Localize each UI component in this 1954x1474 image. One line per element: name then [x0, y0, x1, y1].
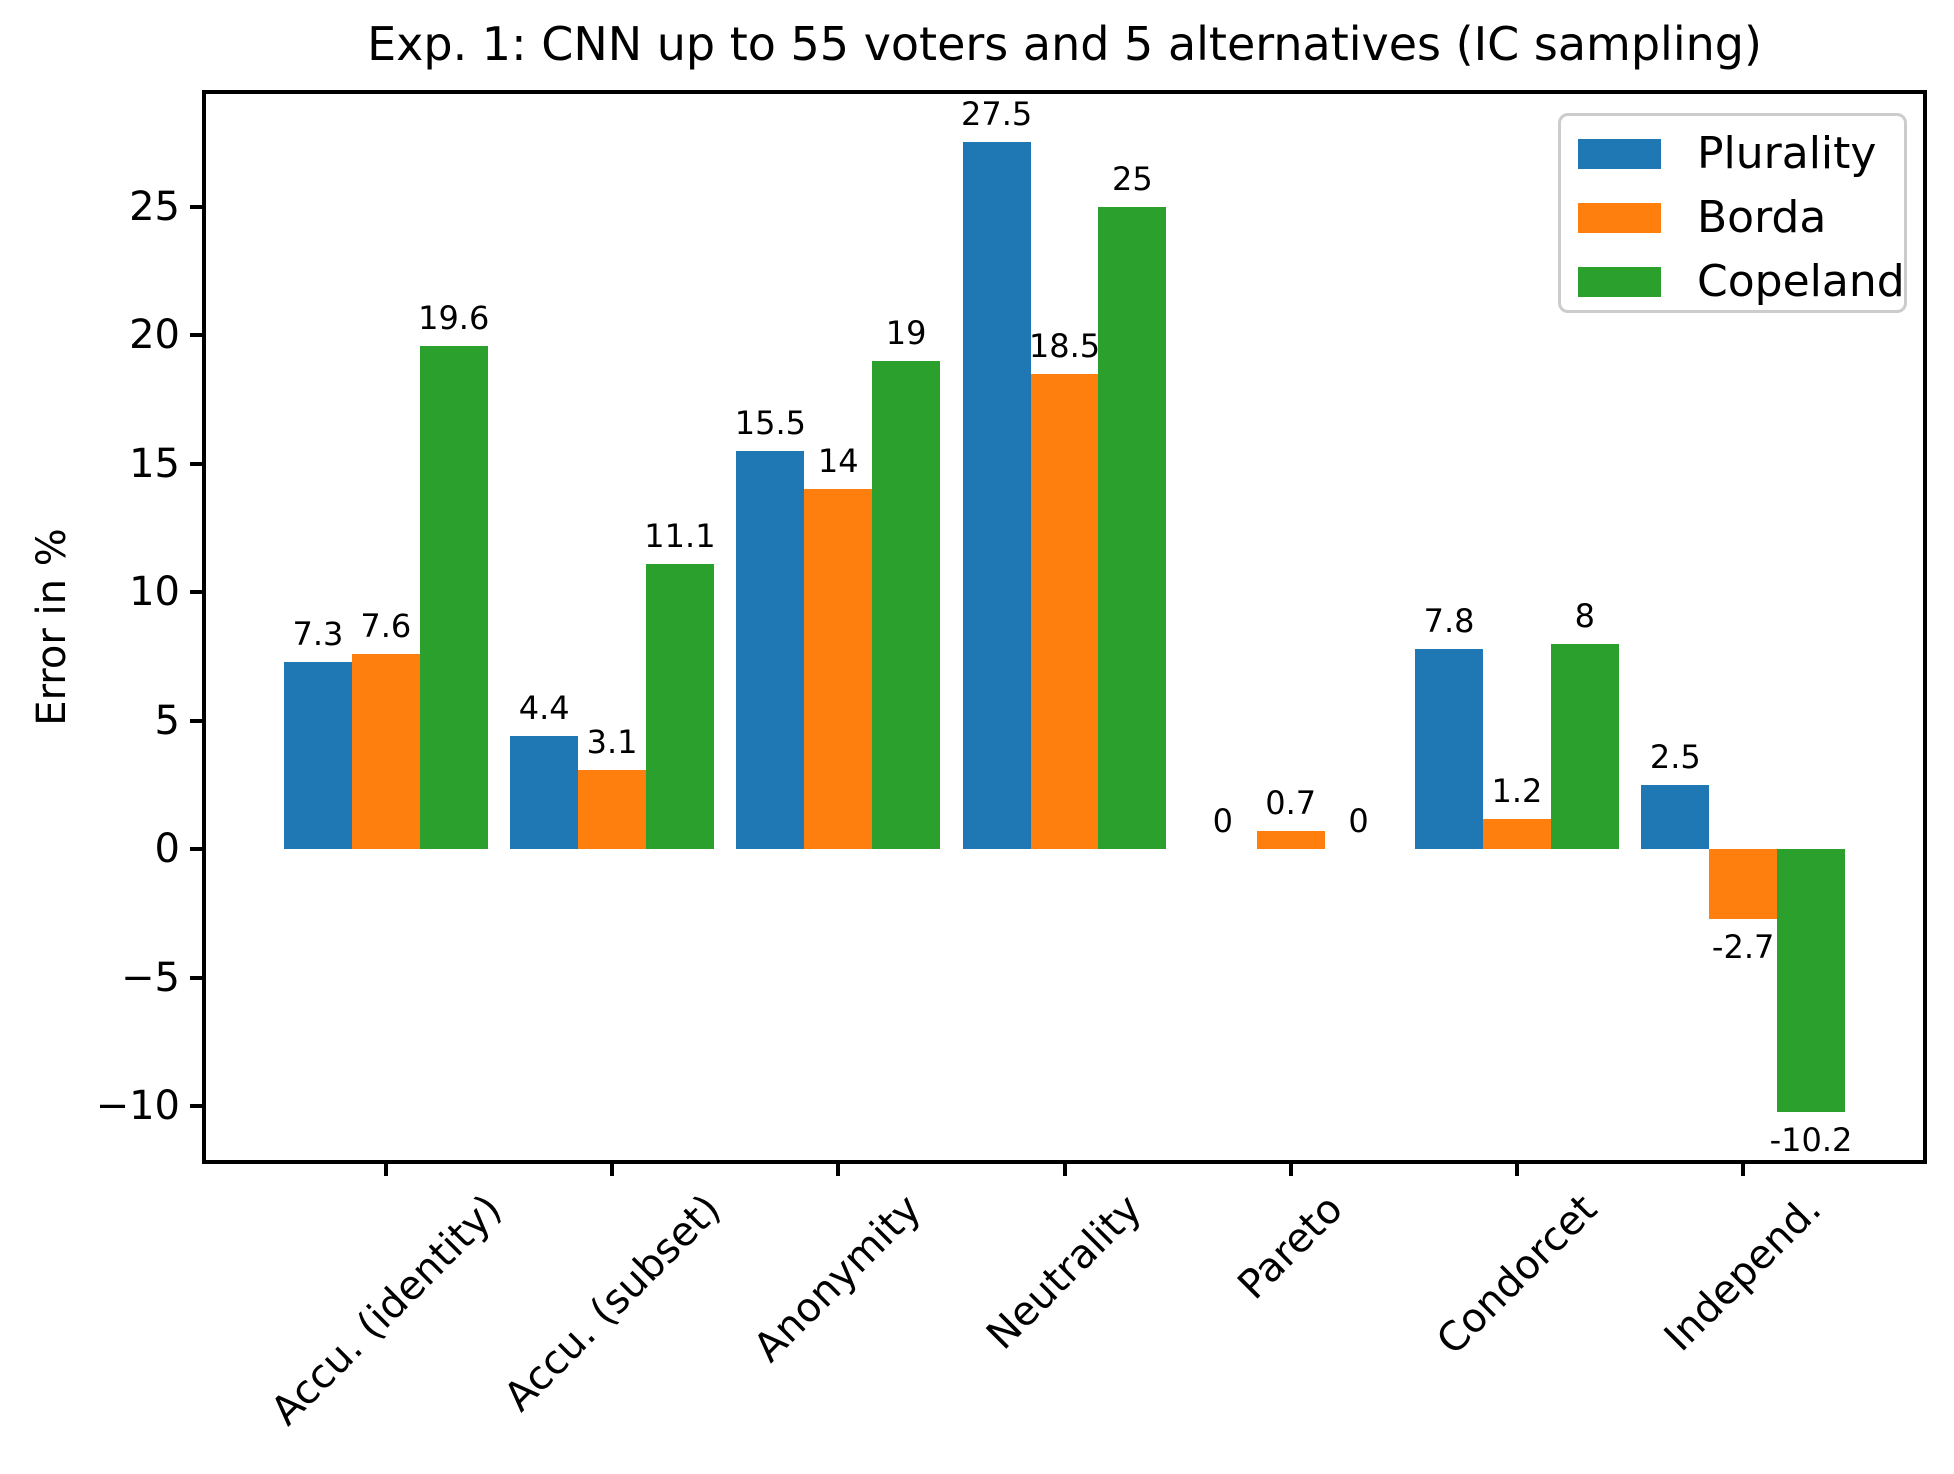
legend-item-copeland: Copeland — [1561, 250, 1905, 314]
bar-borda-6 — [1709, 849, 1778, 919]
y-tick-label: −5 — [121, 954, 180, 1001]
bar-value-label: 7.8 — [1423, 601, 1475, 640]
x-tick-label: Independ. — [1655, 1186, 1831, 1361]
bar-value-label: 3.1 — [586, 722, 638, 761]
y-tick — [190, 847, 202, 852]
y-tick-label: 10 — [129, 569, 180, 616]
y-tick-label: 25 — [129, 183, 180, 230]
x-tick — [1062, 1164, 1067, 1176]
y-tick — [190, 461, 202, 466]
y-tick — [190, 1104, 202, 1109]
bar-plurality-0 — [284, 661, 352, 850]
bar-value-label: 19.6 — [418, 298, 490, 337]
bar-plurality-5 — [1415, 648, 1483, 850]
y-tick — [190, 333, 202, 338]
bar-value-label: 0 — [1212, 802, 1234, 841]
bar-borda-1 — [578, 769, 646, 850]
y-tick — [190, 975, 202, 980]
legend: Plurality Borda Copeland — [1558, 113, 1907, 313]
bar-borda-0 — [351, 653, 420, 850]
bar-copeland-3 — [1098, 206, 1167, 850]
x-tick — [836, 1164, 841, 1176]
bar-value-label: 7.6 — [360, 606, 412, 645]
legend-item-plurality: Plurality — [1561, 122, 1904, 186]
bar-copeland-5 — [1550, 643, 1619, 850]
x-tick — [1514, 1164, 1519, 1176]
y-tick-label: 0 — [154, 826, 180, 873]
chart-title: Exp. 1: CNN up to 55 voters and 5 altern… — [367, 17, 1762, 71]
bar-borda-4 — [1256, 831, 1325, 850]
y-tick — [190, 204, 202, 209]
x-tick — [610, 1164, 615, 1176]
x-tick-label: Neutrality — [978, 1186, 1151, 1359]
x-tick-label: Accu. (identity) — [261, 1186, 511, 1435]
legend-swatch-icon — [1578, 267, 1661, 297]
bar-value-label: 19 — [885, 313, 927, 352]
y-tick-label: 15 — [129, 440, 180, 487]
bar-value-label: 2.5 — [1649, 738, 1701, 777]
x-tick-label: Anonymity — [745, 1186, 931, 1372]
bar-plurality-3 — [962, 142, 1031, 850]
y-tick-label: 20 — [129, 312, 180, 359]
bar-borda-5 — [1483, 818, 1551, 850]
legend-swatch-icon — [1578, 139, 1661, 169]
bar-value-label: 18.5 — [1028, 326, 1101, 365]
legend-label: Copeland — [1697, 256, 1905, 307]
bar-plurality-1 — [510, 736, 579, 850]
legend-label: Borda — [1697, 192, 1827, 243]
bar-plurality-2 — [736, 450, 805, 850]
bar-value-label: 15.5 — [734, 403, 807, 442]
bar-plurality-6 — [1641, 785, 1710, 850]
bar-value-label: 27.5 — [961, 95, 1033, 134]
y-tick-label: 5 — [154, 697, 180, 744]
bar-value-label: 11.1 — [644, 517, 716, 556]
bar-value-label: 0 — [1348, 802, 1369, 841]
x-tick — [1741, 1164, 1746, 1176]
x-tick — [1288, 1164, 1293, 1176]
legend-label: Plurality — [1697, 128, 1877, 179]
bar-value-label: 1.2 — [1491, 771, 1543, 810]
bar-copeland-1 — [645, 564, 714, 850]
bar-value-label: -2.7 — [1711, 927, 1775, 966]
y-tick — [190, 718, 202, 723]
bar-value-label: 14 — [817, 442, 859, 481]
bar-copeland-0 — [419, 345, 488, 850]
y-tick — [190, 590, 202, 595]
y-tick-label: −10 — [95, 1083, 180, 1130]
x-tick — [383, 1164, 388, 1176]
legend-swatch-icon — [1578, 203, 1661, 233]
bar-value-label: 4.4 — [518, 689, 570, 728]
bar-value-label: 8 — [1574, 596, 1595, 635]
bar-copeland-2 — [872, 360, 941, 850]
bar-value-label: -10.2 — [1769, 1120, 1853, 1159]
x-tick-label: Accu. (subset) — [495, 1186, 730, 1421]
legend-item-borda: Borda — [1561, 186, 1904, 250]
x-tick-label: Condorcet — [1428, 1186, 1607, 1364]
x-tick-label: Pareto — [1229, 1186, 1353, 1309]
bar-borda-2 — [804, 489, 873, 850]
bar-copeland-6 — [1777, 849, 1845, 1112]
bar-borda-3 — [1030, 373, 1099, 850]
bar-value-label: 7.3 — [292, 614, 344, 653]
bar-value-label: 25 — [1112, 159, 1153, 198]
bar-value-label: 0.7 — [1265, 784, 1317, 823]
